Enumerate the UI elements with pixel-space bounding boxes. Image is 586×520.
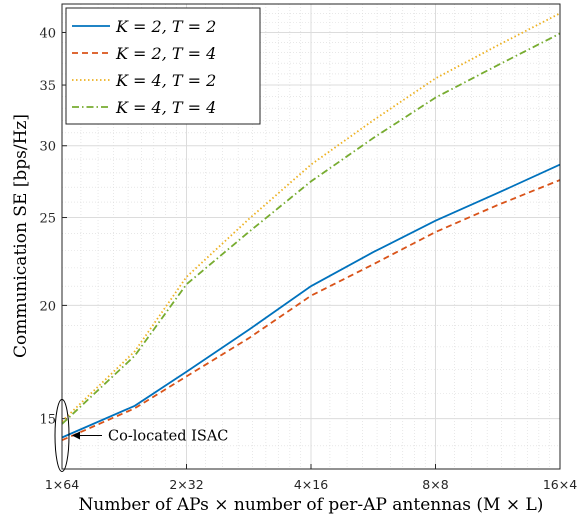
y-tick-label: 25 [39, 212, 56, 227]
x-tick-label: 4×16 [294, 477, 328, 492]
series-line [61, 163, 561, 439]
annotation-text: Co-located ISAC [108, 428, 228, 444]
legend: K = 2, T = 2 K = 2, T = 4 K = 4, T = 2 K = … [65, 7, 261, 125]
legend-label: K = 4, T = 2 [115, 71, 216, 90]
x-axis-label: Number of APs × number of per-AP antenna… [79, 495, 544, 515]
y-axis-label: Communication SE [bps/Hz] [11, 114, 31, 358]
legend-box [65, 7, 261, 125]
y-tick-label: 40 [39, 26, 56, 41]
series-lines [61, 12, 561, 442]
axis-ticks: 15 20 25 30 35 40 1×64 2×32 4×16 8×8 16×4 [39, 26, 577, 492]
legend-label: K = 2, T = 2 [115, 17, 216, 36]
annotation-arrow-head [72, 431, 80, 440]
y-tick-label: 30 [39, 140, 56, 155]
grid [61, 3, 561, 469]
x-tick-label: 8×8 [422, 477, 448, 492]
plot-frame [61, 3, 561, 470]
series-line [61, 32, 561, 425]
x-tick-label: 1×64 [45, 477, 79, 492]
y-tick-label: 35 [39, 79, 56, 94]
series-line [61, 179, 561, 442]
annotation-ellipse [54, 398, 70, 472]
x-tick-label: 16×4 [543, 477, 577, 492]
y-tick-label: 20 [39, 299, 56, 314]
annotation: Co-located ISAC [54, 398, 228, 472]
legend-label: K = 4, T = 4 [115, 98, 216, 117]
x-tick-label: 2×32 [169, 477, 203, 492]
y-tick-label: 15 [39, 413, 56, 428]
legend-label: K = 2, T = 4 [115, 44, 216, 63]
